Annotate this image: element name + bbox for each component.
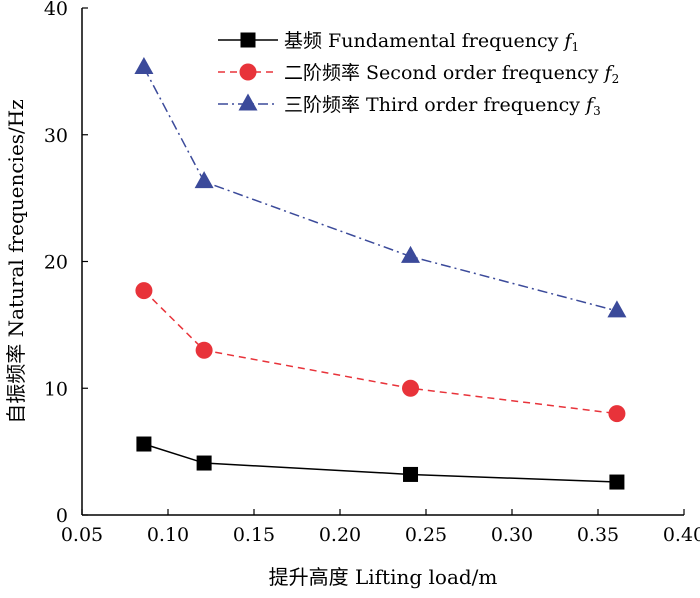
series-3 bbox=[134, 57, 627, 318]
point-marker bbox=[196, 455, 212, 471]
point-marker bbox=[135, 282, 153, 300]
point-marker bbox=[134, 57, 154, 75]
point-marker bbox=[402, 379, 420, 397]
y-tick-label: 0 bbox=[56, 505, 68, 527]
series-line bbox=[143, 67, 618, 312]
point-marker bbox=[239, 63, 257, 81]
x-tick-label: 0.40 bbox=[663, 524, 700, 546]
x-tick-label: 0.15 bbox=[233, 524, 275, 546]
legend-label-subscript: 2 bbox=[612, 72, 620, 86]
series-1 bbox=[136, 436, 625, 490]
series-line bbox=[143, 290, 618, 415]
series-line bbox=[143, 443, 617, 483]
legend-label-symbol: f bbox=[562, 30, 574, 52]
y-tick-label: 10 bbox=[44, 378, 68, 400]
point-marker bbox=[609, 474, 625, 490]
point-marker bbox=[238, 93, 258, 111]
point-marker bbox=[403, 466, 419, 482]
legend-label-text: 基频 Fundamental frequency bbox=[284, 30, 564, 52]
series-layer bbox=[134, 57, 627, 490]
y-tick-label: 30 bbox=[44, 125, 68, 147]
legend-label-subscript: 3 bbox=[593, 104, 601, 118]
y-axis: 0 10 20 30 40 bbox=[44, 0, 88, 527]
x-tick-label: 0.10 bbox=[147, 524, 189, 546]
point-marker bbox=[194, 171, 214, 189]
legend-item: 三阶频率 Third order frequency f3 bbox=[218, 93, 601, 118]
legend-label: 三阶频率 Third order frequency f3 bbox=[284, 94, 601, 118]
legend-item: 二阶频率 Second order frequency f2 bbox=[218, 62, 619, 86]
series-2 bbox=[135, 282, 626, 423]
x-tick-label: 0.35 bbox=[577, 524, 619, 546]
plot-frame bbox=[81, 8, 684, 516]
x-tick-label: 0.30 bbox=[491, 524, 533, 546]
y-axis-title: 自振频率 Natural frequencies/Hz bbox=[4, 99, 28, 424]
point-marker bbox=[608, 405, 626, 423]
x-tick-label: 0.25 bbox=[405, 524, 447, 546]
x-axis-title: 提升高度 Lifting load/m bbox=[269, 565, 498, 589]
legend-label-text: 三阶频率 Third order frequency bbox=[284, 94, 586, 116]
legend-label-subscript: 1 bbox=[571, 40, 579, 54]
x-axis: 0.05 0.10 0.15 0.20 0.25 0.30 0.35 0.40 bbox=[61, 509, 700, 546]
x-tick-label: 0.05 bbox=[61, 524, 103, 546]
point-marker bbox=[607, 300, 627, 318]
point-marker bbox=[136, 436, 152, 452]
point-marker bbox=[195, 341, 213, 359]
point-marker bbox=[240, 32, 256, 48]
point-marker bbox=[401, 245, 421, 263]
legend-label: 基频 Fundamental frequency f1 bbox=[284, 30, 579, 54]
x-tick-label: 0.20 bbox=[319, 524, 361, 546]
legend-label-symbol: f bbox=[584, 94, 596, 116]
legend-label-text: 二阶频率 Second order frequency bbox=[284, 62, 605, 84]
legend-item: 基频 Fundamental frequency f1 bbox=[218, 30, 579, 54]
y-tick-label: 40 bbox=[44, 0, 68, 20]
y-tick-label: 20 bbox=[44, 252, 68, 274]
legend-label-symbol: f bbox=[603, 62, 615, 84]
legend-label: 二阶频率 Second order frequency f2 bbox=[284, 62, 619, 86]
